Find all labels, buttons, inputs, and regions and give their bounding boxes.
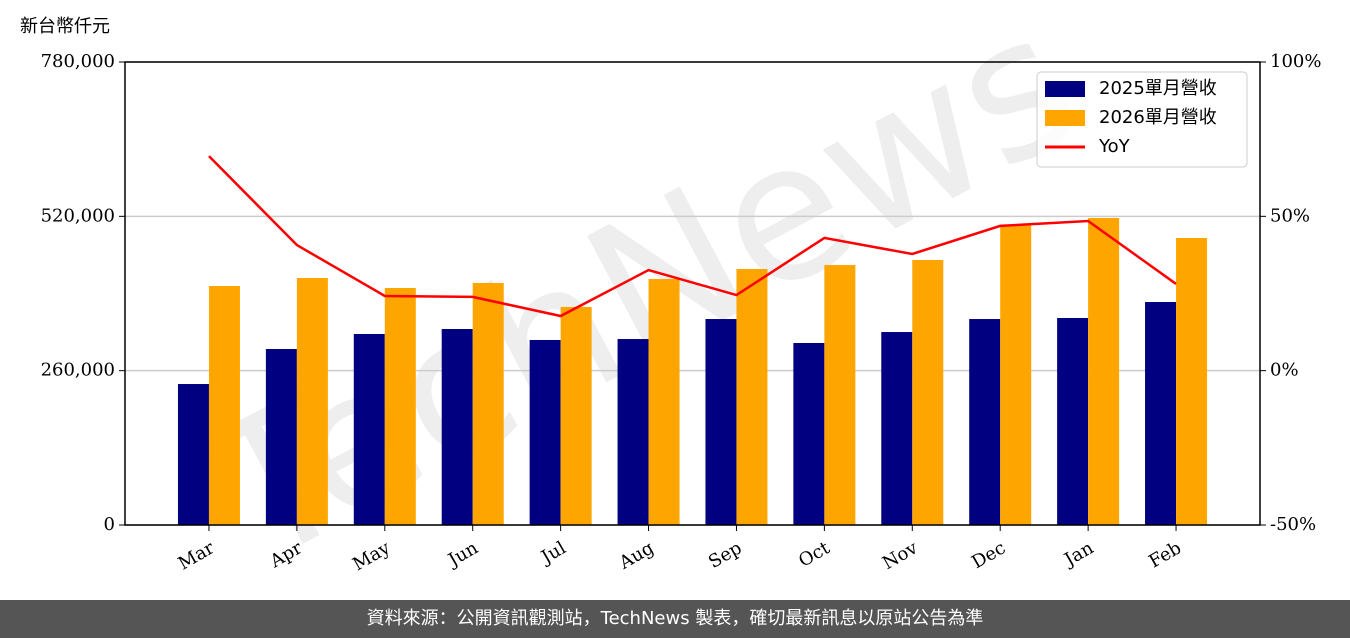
bar bbox=[296, 278, 328, 525]
bar bbox=[472, 282, 504, 525]
y-tick-label: 0 bbox=[104, 514, 115, 535]
bar bbox=[441, 328, 473, 525]
y2-tick-label: 0% bbox=[1270, 360, 1299, 381]
legend-swatch bbox=[1045, 81, 1085, 97]
bar bbox=[384, 287, 416, 525]
y-tick-label: 520,000 bbox=[41, 205, 115, 226]
bar bbox=[912, 260, 944, 525]
legend-label: 2025單月營收 bbox=[1099, 78, 1217, 99]
x-tick-label: Nov bbox=[879, 537, 922, 574]
x-tick-label: Oct bbox=[795, 537, 834, 572]
legend-swatch bbox=[1045, 110, 1085, 126]
bar bbox=[736, 268, 768, 525]
bar bbox=[1176, 237, 1208, 525]
legend-label: 2026單月營收 bbox=[1099, 107, 1217, 128]
bar bbox=[969, 319, 1001, 525]
bar bbox=[793, 343, 825, 525]
bar bbox=[1000, 224, 1032, 525]
bar bbox=[824, 265, 856, 525]
y2-tick-label: -50% bbox=[1270, 514, 1316, 535]
legend-label: YoY bbox=[1098, 136, 1131, 157]
y2-tick-label: 100% bbox=[1270, 51, 1321, 72]
y-tick-label: 780,000 bbox=[41, 51, 115, 72]
bar bbox=[529, 339, 561, 525]
plot-frame bbox=[124, 61, 1261, 526]
legend-box bbox=[1036, 71, 1248, 168]
bar bbox=[265, 349, 297, 525]
bar bbox=[1145, 301, 1177, 525]
bar bbox=[1057, 318, 1089, 525]
bar bbox=[648, 279, 680, 525]
y2-tick-label: 50% bbox=[1270, 205, 1310, 226]
bar bbox=[560, 306, 592, 525]
x-tick-label: Dec bbox=[968, 537, 1009, 573]
bar bbox=[177, 384, 209, 525]
x-tick-label: Jan bbox=[1059, 537, 1097, 571]
x-tick-label: Aug bbox=[615, 537, 658, 574]
x-tick-label: Mar bbox=[175, 537, 219, 574]
bar bbox=[1088, 217, 1120, 525]
line bbox=[208, 155, 1177, 318]
footer: 資料來源：公開資訊觀測站，TechNews 製表，確切最新訊息以原站公告為準 bbox=[0, 600, 1350, 638]
y-axis-label: 新台幣仟元 bbox=[20, 16, 110, 37]
bar bbox=[881, 332, 913, 525]
x-tick-label: Feb bbox=[1145, 537, 1185, 572]
bar bbox=[353, 333, 385, 525]
chart: TechNews 新台幣仟元 0260,000520,000780,000-50… bbox=[20, 0, 1321, 607]
bar bbox=[705, 319, 737, 525]
y-tick-label: 260,000 bbox=[41, 360, 115, 381]
x-tick-label: Jul bbox=[536, 537, 570, 569]
bar bbox=[208, 286, 240, 525]
x-tick-label: Sep bbox=[705, 537, 745, 572]
x-tick-label: Jun bbox=[443, 537, 482, 572]
bar bbox=[617, 339, 649, 525]
